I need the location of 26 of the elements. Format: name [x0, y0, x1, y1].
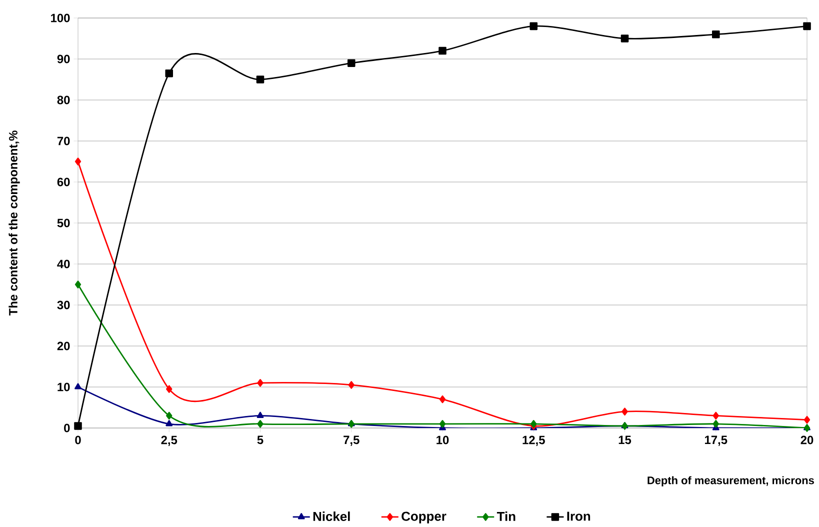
y-tick-label: 70 — [57, 136, 70, 146]
x-tick-label: 12,5 — [522, 436, 545, 446]
legend-label: Copper — [402, 512, 446, 524]
legend-label: Nickel — [313, 512, 350, 522]
y-tick-label: 60 — [57, 178, 70, 186]
y-tick-label: 0 — [64, 424, 70, 432]
y-tick-label: 50 — [57, 218, 70, 228]
y-tick-label: 100 — [51, 14, 70, 22]
y-tick-label: 20 — [57, 342, 70, 350]
y-tick-label: 10 — [58, 382, 70, 392]
x-tick-label: 5 — [257, 436, 264, 444]
x-tick-label: 17,5 — [705, 436, 728, 446]
y-axis-title: The content of the component,% — [8, 130, 20, 316]
y-tick-label: 30 — [57, 300, 70, 310]
y-tick-label: 80 — [57, 96, 70, 104]
x-tick-label: 0 — [75, 436, 81, 444]
y-tick-label: 40 — [57, 260, 70, 268]
legend-label: Iron — [567, 512, 590, 521]
y-tick-label: 90 — [57, 54, 70, 64]
x-tick-label: 2,5 — [161, 436, 178, 446]
x-tick-label: 20 — [800, 436, 814, 444]
x-tick-label: 15 — [618, 436, 632, 444]
x-tick-label: 10 — [436, 436, 449, 444]
x-axis-title: Depth of measurement, microns — [648, 476, 814, 486]
legend-label: Tin — [496, 512, 516, 521]
x-tick-label: 7,5 — [344, 436, 360, 446]
